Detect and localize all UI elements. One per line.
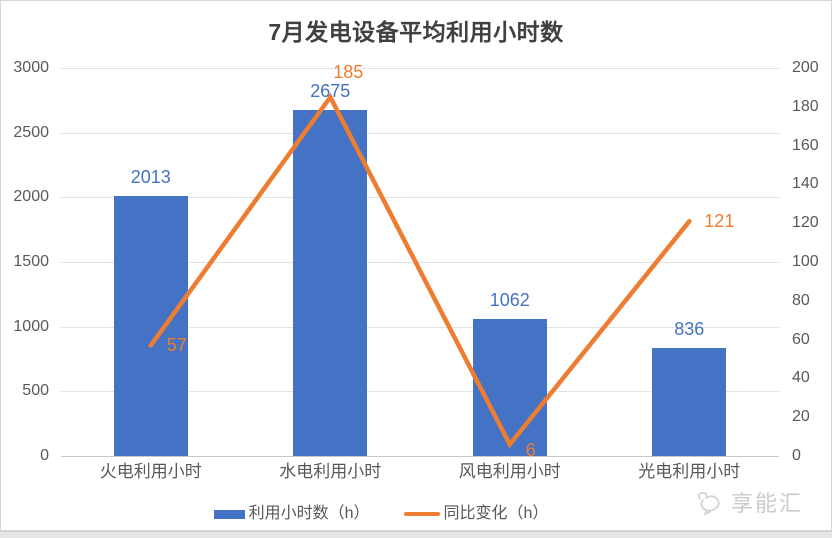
bar-value-label: 836 bbox=[674, 318, 705, 339]
bar-光电利用小时 bbox=[652, 347, 727, 456]
grid-line bbox=[61, 456, 779, 457]
y-axis-left-tick-label: 3000 bbox=[13, 59, 49, 76]
legend: 利用小时数（h） 同比变化（h） bbox=[1, 503, 761, 525]
legend-item-bars: 利用小时数（h） bbox=[213, 504, 370, 524]
legend-bar-swatch bbox=[213, 509, 245, 519]
y-axis-left-tick-label: 0 bbox=[40, 447, 49, 464]
watermark: 享能汇 bbox=[693, 486, 803, 518]
y-axis-right-tick-label: 0 bbox=[792, 447, 801, 464]
bar-value-label: 1062 bbox=[489, 289, 530, 310]
y-axis-right-tick-label: 60 bbox=[792, 330, 810, 348]
legend-label: 同比变化（h） bbox=[443, 505, 549, 522]
bar-value-label: 2013 bbox=[130, 166, 171, 187]
y-axis-right-tick-label: 180 bbox=[792, 97, 819, 115]
x-axis-category-label: 火电利用小时 bbox=[99, 462, 202, 481]
bar-水电利用小时 bbox=[293, 110, 368, 456]
line-value-label: 6 bbox=[525, 440, 536, 461]
bottom-strip bbox=[0, 531, 832, 538]
grid-line bbox=[61, 68, 779, 69]
y-axis-left-tick-label: 2500 bbox=[13, 123, 49, 141]
y-axis-left-tick-label: 1500 bbox=[13, 253, 49, 270]
y-axis-left-tick-label: 500 bbox=[22, 382, 49, 400]
x-axis-category-label: 风电利用小时 bbox=[458, 462, 561, 481]
chart-title: 7月发电设备平均利用小时数 bbox=[268, 19, 564, 45]
line-value-label: 121 bbox=[704, 211, 735, 232]
y-axis-right-tick-label: 160 bbox=[792, 136, 819, 154]
x-axis-category-label: 光电利用小时 bbox=[638, 462, 741, 481]
bar-风电利用小时 bbox=[472, 318, 547, 456]
y-axis-right-tick-label: 120 bbox=[792, 214, 819, 232]
x-axis-category-label: 水电利用小时 bbox=[279, 462, 382, 481]
y-axis-right-tick-label: 200 bbox=[792, 59, 819, 76]
bar-火电利用小时 bbox=[113, 195, 188, 456]
watermark-text: 享能汇 bbox=[730, 491, 803, 516]
y-axis-left-tick-label: 2000 bbox=[13, 188, 49, 206]
y-axis-right-tick-label: 140 bbox=[792, 175, 819, 193]
line-value-label: 185 bbox=[333, 62, 364, 83]
grid-line bbox=[61, 132, 779, 134]
y-axis-right-tick-label: 100 bbox=[792, 253, 819, 270]
y-axis-right-tick-label: 20 bbox=[792, 408, 810, 426]
legend-label: 利用小时数（h） bbox=[248, 505, 370, 522]
legend-line-swatch bbox=[403, 512, 440, 516]
bar-value-label: 2675 bbox=[310, 81, 351, 101]
legend-item-line: 同比变化（h） bbox=[403, 504, 549, 524]
y-axis-right-tick-label: 40 bbox=[792, 369, 810, 387]
line-value-label: 57 bbox=[166, 335, 187, 356]
watermark-logo-icon bbox=[698, 491, 720, 516]
y-axis-right-tick-label: 80 bbox=[792, 291, 810, 309]
y-axis-left-tick-label: 1000 bbox=[13, 317, 49, 335]
